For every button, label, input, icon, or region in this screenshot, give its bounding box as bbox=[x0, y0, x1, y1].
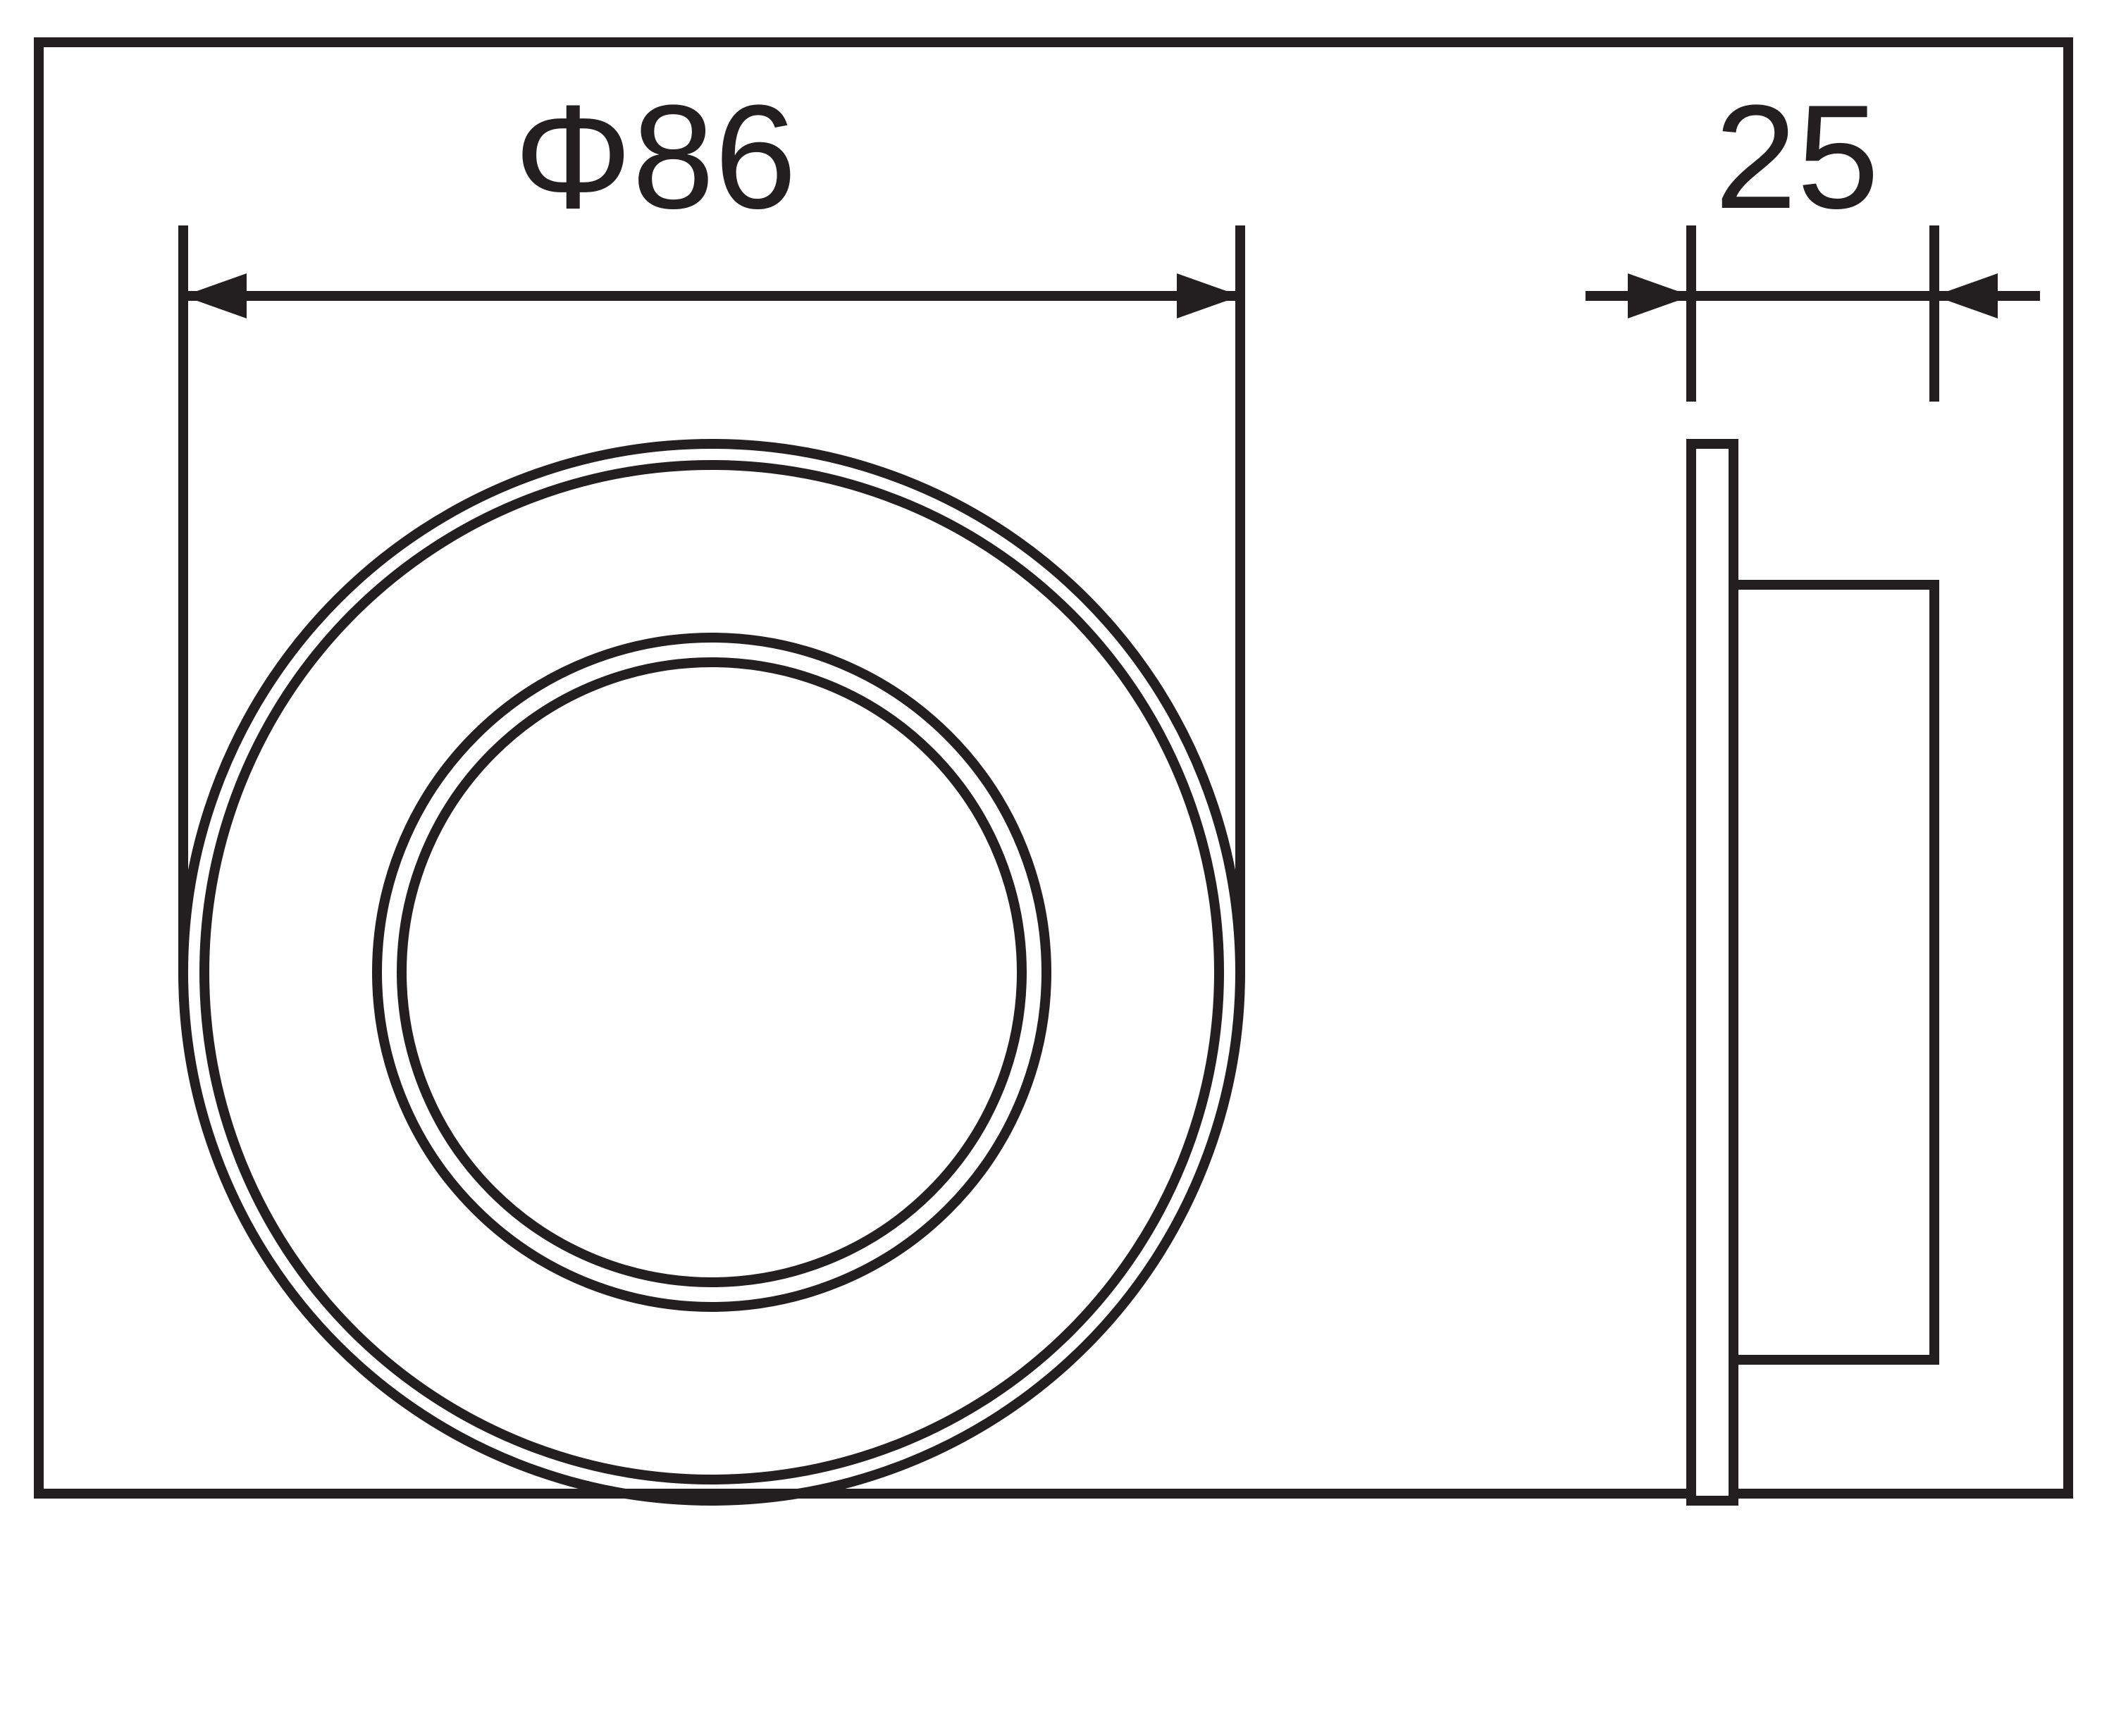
front-outer-ring bbox=[204, 465, 1219, 1480]
dim-arrowhead bbox=[1177, 273, 1240, 318]
dim-label-diameter: Φ86 bbox=[514, 74, 796, 240]
dim-arrowhead bbox=[183, 273, 247, 318]
engineering-drawing: Φ86 25 bbox=[0, 0, 2114, 1736]
front-inner-ring bbox=[402, 662, 1022, 1282]
front-outer-ring bbox=[183, 444, 1240, 1501]
front-inner-ring bbox=[377, 638, 1046, 1307]
dim-arrowhead bbox=[1934, 273, 1998, 318]
dim-arrowhead bbox=[1628, 273, 1691, 318]
side-body bbox=[1733, 585, 1934, 1360]
side-flange bbox=[1691, 444, 1733, 1501]
dim-label-depth: 25 bbox=[1714, 74, 1879, 240]
